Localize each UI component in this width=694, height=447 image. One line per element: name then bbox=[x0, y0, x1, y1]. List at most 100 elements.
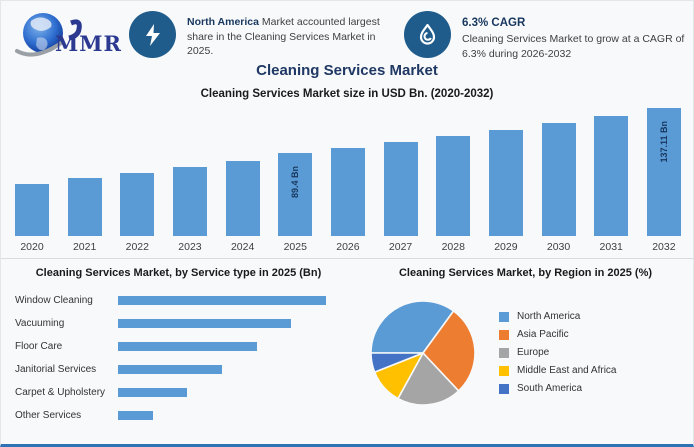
globe-icon bbox=[15, 13, 82, 57]
bar-column: 2020 bbox=[15, 103, 49, 253]
bar-area: 137.11 Bn bbox=[646, 103, 681, 236]
service-bar bbox=[118, 342, 257, 351]
lightning-icon bbox=[129, 11, 176, 58]
bar-2021 bbox=[67, 178, 102, 236]
service-label: Janitorial Services bbox=[15, 364, 97, 375]
bar-2030 bbox=[541, 123, 576, 236]
region-chart-title: Cleaning Services Market, by Region in 2… bbox=[398, 267, 653, 279]
region-section: Cleaning Services Market, by Region in 2… bbox=[356, 261, 693, 444]
callout-body: Market accounted largest share in the Cl… bbox=[187, 16, 380, 58]
section-divider bbox=[1, 258, 693, 259]
x-tick-label: 2032 bbox=[652, 241, 676, 253]
legend-swatch bbox=[499, 365, 509, 376]
pie-slice-1 bbox=[421, 309, 476, 393]
x-tick-label: 2029 bbox=[494, 241, 518, 253]
service-bar-track bbox=[118, 319, 356, 328]
bar-column: 89.4 Bn 2025 bbox=[278, 103, 313, 253]
service-label: Carpet & Upholstery bbox=[15, 387, 106, 398]
legend-item: Middle East and Africa bbox=[499, 365, 617, 376]
service-bar bbox=[118, 411, 153, 420]
service-row: Window Cleaning bbox=[1, 289, 356, 312]
service-label: Floor Care bbox=[15, 341, 63, 352]
x-tick-label: 2030 bbox=[546, 241, 571, 253]
mmr-logo: MMR bbox=[13, 7, 123, 63]
bar-column: 2029 bbox=[488, 103, 523, 253]
bar-area bbox=[172, 103, 207, 236]
x-tick-label: 2026 bbox=[336, 241, 360, 253]
service-bar-track bbox=[118, 388, 356, 397]
bar-area bbox=[594, 103, 629, 236]
bar-column: 2031 bbox=[594, 103, 629, 253]
x-tick-label: 2020 bbox=[20, 241, 44, 253]
bar-area bbox=[120, 103, 155, 236]
service-bar bbox=[118, 319, 292, 328]
service-type-chart-rows: Window Cleaning Vacuuming Floor Care Janito… bbox=[1, 289, 356, 427]
bar-column: 2026 bbox=[330, 103, 365, 253]
service-bar-track bbox=[118, 342, 356, 351]
service-row: Carpet & Upholstery bbox=[1, 381, 356, 404]
x-tick-label: 2031 bbox=[599, 241, 623, 253]
service-bar-track bbox=[118, 411, 356, 420]
bar-column: 2023 bbox=[172, 103, 207, 253]
bar-area bbox=[15, 103, 49, 236]
service-row: Janitorial Services bbox=[1, 358, 356, 381]
bar-area bbox=[330, 103, 365, 236]
service-bar bbox=[118, 388, 188, 397]
legend-item: Asia Pacific bbox=[499, 329, 617, 340]
bar-column: 137.11 Bn 2032 bbox=[646, 103, 681, 253]
legend-swatch bbox=[499, 311, 509, 322]
service-type-chart-title: Cleaning Services Market, by Service typ… bbox=[35, 267, 322, 279]
bar-2026 bbox=[330, 147, 365, 236]
callout-cagr: 6.3% CAGR Cleaning Services Market to gr… bbox=[404, 11, 689, 61]
bar-value-label: 89.4 Bn bbox=[290, 165, 301, 198]
legend-item: South America bbox=[499, 383, 617, 394]
pie-slice-4 bbox=[370, 352, 424, 374]
legend-item: North America bbox=[499, 311, 617, 322]
service-label: Vacuuming bbox=[15, 318, 65, 329]
service-label: Window Cleaning bbox=[15, 295, 93, 306]
callout-north-america-text: North America Market accounted largest s… bbox=[187, 11, 397, 59]
bar-column: 2030 bbox=[541, 103, 576, 253]
bar-2029 bbox=[488, 129, 523, 236]
cagr-heading: 6.3% CAGR bbox=[462, 17, 526, 29]
bar-2024 bbox=[225, 160, 260, 236]
bar-value-label: 137.11 Bn bbox=[658, 121, 669, 163]
bar-2028 bbox=[436, 136, 471, 236]
bar-area bbox=[67, 103, 102, 236]
x-tick-label: 2022 bbox=[125, 241, 149, 253]
x-tick-label: 2023 bbox=[178, 241, 202, 253]
bar-column: 2021 bbox=[67, 103, 102, 253]
bar-2031 bbox=[594, 115, 629, 236]
service-bar-track bbox=[118, 365, 356, 374]
bar-area bbox=[541, 103, 576, 236]
service-bar bbox=[118, 365, 222, 374]
x-tick-label: 2028 bbox=[441, 241, 465, 253]
region-pie-chart bbox=[370, 300, 476, 406]
bar-column: 2022 bbox=[120, 103, 155, 253]
region-legend: North America Asia Pacific Europe Middle Ea… bbox=[499, 311, 617, 401]
bar-2023 bbox=[172, 167, 207, 236]
callout-north-america: North America Market accounted largest s… bbox=[129, 11, 397, 59]
legend-label: South America bbox=[517, 383, 583, 394]
logo-text: MMR bbox=[55, 31, 122, 56]
service-row: Vacuuming bbox=[1, 312, 356, 335]
bar-2025: 89.4 Bn bbox=[278, 152, 313, 236]
callout-cagr-text: 6.3% CAGR Cleaning Services Market to gr… bbox=[462, 11, 689, 61]
service-type-section: Cleaning Services Market, by Service typ… bbox=[1, 261, 356, 444]
legend-label: Asia Pacific bbox=[517, 329, 569, 340]
x-tick-label: 2027 bbox=[388, 241, 413, 253]
legend-swatch bbox=[499, 347, 509, 358]
legend-swatch bbox=[499, 329, 509, 340]
page-title: Cleaning Services Market bbox=[256, 62, 438, 79]
bar-2022 bbox=[120, 172, 155, 236]
callout-highlight: North America bbox=[187, 16, 259, 28]
bar-area bbox=[436, 103, 471, 236]
bar-area bbox=[225, 103, 260, 236]
service-row: Floor Care bbox=[1, 335, 356, 358]
service-bar-track bbox=[118, 296, 356, 305]
service-label: Other Services bbox=[15, 410, 82, 421]
bar-chart-title: Cleaning Services Market size in USD Bn.… bbox=[200, 88, 494, 100]
x-tick-label: 2021 bbox=[72, 241, 97, 253]
bar-area bbox=[383, 103, 418, 236]
